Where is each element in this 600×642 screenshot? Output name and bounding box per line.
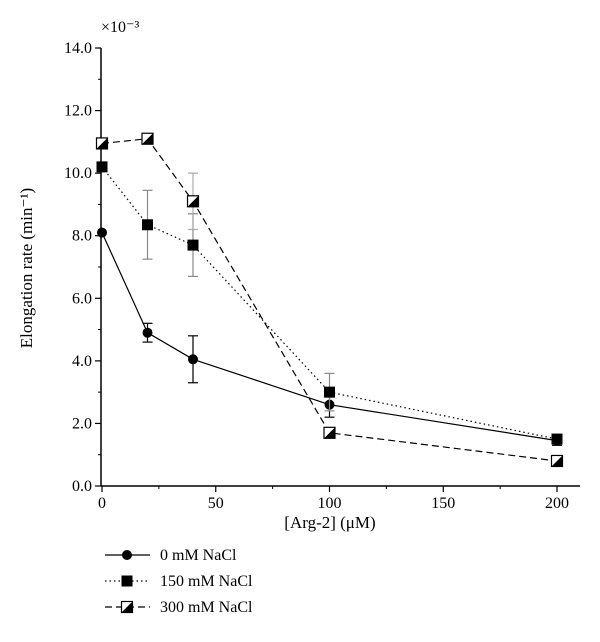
marker-fill	[551, 455, 563, 467]
x-axis: 0 50 100 150 200	[98, 486, 569, 512]
legend-item: 150 mM NaCl	[105, 573, 253, 590]
y-tick-label: 14.0	[64, 40, 92, 57]
data-point	[188, 354, 198, 365]
data-point	[551, 433, 563, 445]
data-point	[142, 219, 153, 231]
legend-label: 150 mM NaCl	[160, 573, 253, 590]
y-axis: 0.0 2.0 4.0 6.0 8.0 10.0 12.0 14.0	[64, 40, 101, 495]
y-tick-label: 0.0	[72, 478, 92, 495]
data-point	[324, 386, 335, 398]
marker-fill	[324, 427, 335, 439]
legend: 0 mM NaCl 150 mM NaCl 300 mM NaCl	[105, 547, 253, 616]
data-point	[142, 327, 153, 338]
legend-label: 0 mM NaCl	[160, 547, 237, 564]
series-2	[96, 161, 563, 445]
legend-label: 300 mM NaCl	[160, 599, 253, 616]
y-tick-label: 4.0	[72, 353, 92, 370]
legend-marker	[120, 600, 134, 614]
x-tick-label: 50	[208, 495, 224, 512]
x-tick-label: 0	[98, 495, 106, 512]
y-tick-label: 2.0	[72, 415, 92, 432]
marker-fill	[142, 133, 153, 145]
data-point	[323, 426, 336, 439]
y-tick-label: 6.0	[72, 290, 92, 307]
series-3	[95, 132, 564, 468]
legend-item: 300 mM NaCl	[105, 599, 253, 616]
data-point	[550, 454, 564, 468]
marker-fill	[187, 195, 199, 207]
x-tick-label: 150	[431, 495, 455, 512]
data-point	[96, 161, 108, 173]
data-point	[187, 239, 199, 251]
x-tick-label: 100	[318, 495, 342, 512]
y-tick-label: 8.0	[72, 228, 92, 245]
y-axis-multiplier: ×10⁻³	[101, 19, 139, 36]
legend-marker	[121, 575, 133, 587]
marker-fill	[121, 601, 133, 613]
x-axis-label: [Arg-2] (μM)	[284, 513, 375, 532]
series-1	[97, 227, 562, 446]
y-axis-label: Elongation rate (min⁻¹)	[17, 188, 36, 348]
plot-frame	[100, 48, 580, 487]
series-layer	[95, 132, 564, 468]
data-point	[186, 195, 200, 208]
data-point	[141, 132, 154, 145]
y-tick-label: 12.0	[64, 103, 92, 120]
series-line	[101, 166, 558, 440]
data-point	[97, 227, 107, 238]
marker-fill	[96, 137, 108, 149]
y-tick-label: 10.0	[64, 165, 92, 182]
data-point	[95, 137, 109, 150]
legend-marker	[122, 550, 132, 560]
x-tick-label: 200	[545, 495, 569, 512]
legend-item: 0 mM NaCl	[105, 547, 237, 564]
